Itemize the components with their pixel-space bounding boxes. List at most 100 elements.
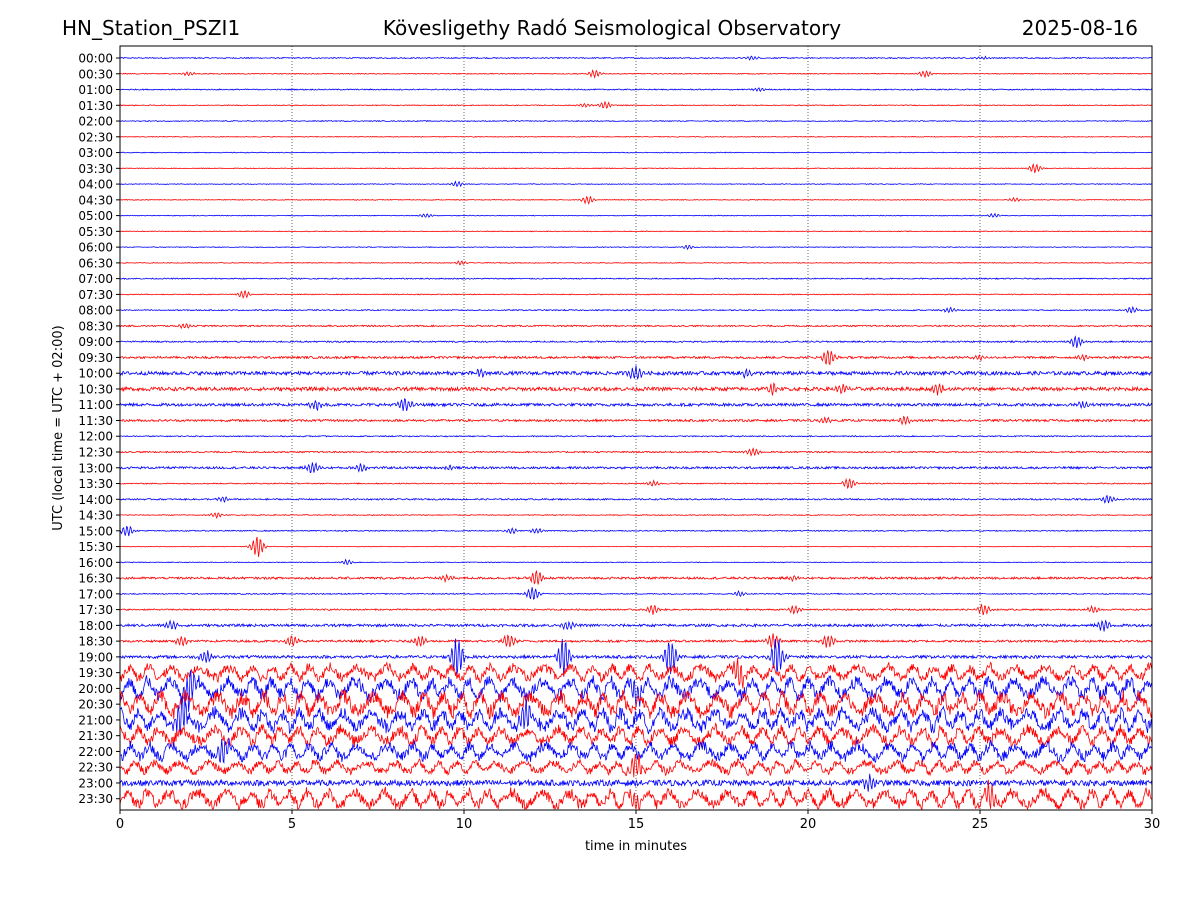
trace-0130 [119, 100, 1153, 109]
y-tick-label: 14:30 [78, 509, 113, 523]
trace-0530 [119, 230, 1153, 233]
x-axis-ticks: 0 5 10 15 20 25 30 [116, 810, 1160, 832]
y-tick-label: 00:00 [78, 52, 113, 66]
trace-1330 [119, 477, 1152, 490]
trace-0600 [119, 244, 1153, 251]
y-tick-label: 13:30 [78, 477, 113, 491]
trace-1200 [119, 434, 1153, 438]
trace-1230 [119, 447, 1153, 457]
trace-1500 [119, 525, 1153, 537]
y-tick-label: 11:30 [78, 414, 113, 428]
y-tick-label: 21:30 [78, 729, 113, 743]
y-tick-label: 06:30 [78, 256, 113, 270]
y-tick-label: 09:30 [78, 351, 113, 365]
y-tick-label: 17:00 [78, 587, 113, 601]
seismic-traces [119, 55, 1153, 811]
y-tick-label: 15:30 [78, 540, 113, 554]
x-tick-label: 10 [456, 817, 473, 832]
y-tick-label: 09:00 [78, 335, 113, 349]
trace-1700 [119, 587, 1153, 600]
y-tick-label: 19:30 [78, 666, 113, 680]
trace-1900 [119, 638, 1153, 677]
vertical-gridlines [291, 46, 981, 810]
trace-0400 [120, 180, 1153, 188]
trace-0000 [119, 55, 1153, 61]
date-title: 2025-08-16 [1021, 16, 1138, 40]
y-tick-label: 01:00 [78, 83, 113, 97]
y-tick-label: 16:00 [78, 556, 113, 570]
trace-0100 [119, 87, 1153, 93]
y-tick-label: 05:00 [78, 209, 113, 223]
trace-0230 [119, 135, 1153, 138]
y-tick-label: 02:30 [78, 130, 113, 144]
y-tick-label: 18:30 [78, 635, 113, 649]
y-tick-label: 02:00 [78, 115, 113, 129]
y-tick-label: 07:00 [78, 272, 113, 286]
trace-0900 [119, 335, 1153, 348]
station-title: HN_Station_PSZI1 [62, 16, 241, 40]
y-tick-label: 12:30 [78, 446, 113, 460]
y-tick-label: 13:00 [78, 461, 113, 475]
trace-0830 [119, 323, 1152, 330]
x-tick-label: 15 [628, 817, 645, 832]
y-tick-label: 16:30 [78, 572, 113, 586]
trace-0800 [119, 305, 1153, 314]
y-tick-label: 15:00 [78, 524, 113, 538]
x-tick-label: 25 [972, 817, 989, 832]
trace-0930 [119, 350, 1153, 366]
trace-0200 [119, 119, 1153, 123]
trace-1030 [119, 382, 1153, 396]
y-tick-label: 23:30 [78, 792, 113, 806]
trace-0730 [119, 290, 1153, 299]
y-tick-label: 22:00 [78, 745, 113, 759]
y-tick-label: 03:30 [78, 162, 113, 176]
trace-1600 [119, 558, 1153, 565]
trace-1100 [119, 398, 1153, 412]
y-tick-label: 10:00 [78, 367, 113, 381]
y-tick-label: 23:00 [78, 776, 113, 790]
trace-1130 [119, 415, 1153, 426]
trace-1400 [119, 494, 1153, 504]
y-tick-label: 06:00 [78, 241, 113, 255]
y-tick-label: 03:00 [78, 146, 113, 160]
trace-1000 [119, 365, 1153, 380]
trace-2130 [119, 722, 1153, 750]
y-tick-label: 05:30 [78, 225, 113, 239]
y-tick-label: 04:30 [78, 193, 113, 207]
trace-0030 [120, 69, 1152, 80]
y-axis-label: UTC (local time = UTC + 02:00) [51, 325, 66, 530]
trace-1830 [119, 633, 1153, 650]
x-tick-label: 30 [1144, 817, 1161, 832]
y-tick-label: 08:00 [78, 304, 113, 318]
trace-1930 [119, 658, 1153, 689]
y-tick-label: 20:00 [78, 682, 113, 696]
y-tick-label: 22:30 [78, 761, 113, 775]
y-tick-label: 00:30 [78, 67, 113, 81]
trace-0430 [120, 195, 1153, 205]
y-tick-label: 07:30 [78, 288, 113, 302]
y-tick-label: 12:00 [78, 430, 113, 444]
y-tick-label: 17:30 [78, 603, 113, 617]
y-tick-label: 08:30 [78, 319, 113, 333]
x-axis-label: time in minutes [585, 839, 687, 854]
x-tick-label: 0 [116, 817, 124, 832]
x-tick-label: 20 [800, 817, 817, 832]
y-tick-label: 18:00 [78, 619, 113, 633]
y-tick-label: 21:00 [78, 713, 113, 727]
trace-2230 [120, 753, 1153, 778]
trace-2300 [119, 773, 1153, 792]
trace-2330 [119, 779, 1153, 811]
trace-2100 [119, 695, 1153, 736]
trace-1430 [119, 512, 1153, 519]
trace-1300 [119, 462, 1153, 473]
y-tick-label: 04:00 [78, 178, 113, 192]
y-tick-label: 20:30 [78, 698, 113, 712]
trace-1800 [119, 619, 1153, 632]
trace-0300 [119, 151, 1153, 154]
trace-1630 [119, 570, 1153, 585]
y-tick-label: 14:00 [78, 493, 113, 507]
trace-0500 [119, 212, 1153, 218]
trace-1530 [119, 536, 1153, 558]
